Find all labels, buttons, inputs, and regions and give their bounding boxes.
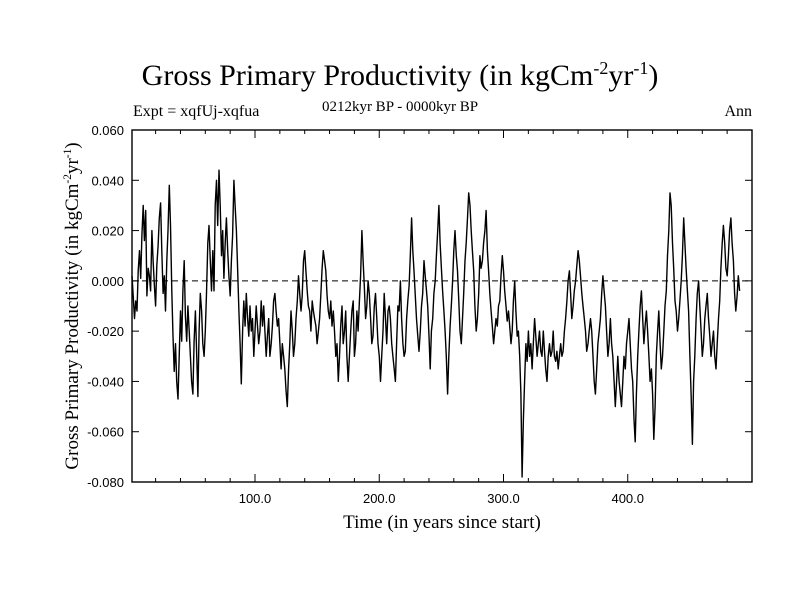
- y-tick-label: -0.080: [87, 475, 124, 490]
- x-tick-label: 200.0: [363, 491, 396, 506]
- y-tick-label: 0.040: [91, 173, 124, 188]
- x-tick-label: 400.0: [611, 491, 644, 506]
- x-axis-label: Time (in years since start): [343, 512, 541, 533]
- chart-subtitle: 0212kyr BP - 0000kyr BP: [321, 99, 479, 115]
- experiment-label: Expt = xqfUj-xqfua: [133, 103, 260, 120]
- plot-frame: [131, 129, 753, 483]
- series-layer: [131, 169, 741, 478]
- y-tick-label: -0.060: [87, 425, 124, 440]
- y-tick-label: 0.060: [91, 123, 124, 138]
- chart-title: Gross Primary Productivity (in kgCm-2yr-…: [141, 58, 659, 92]
- season-label: Ann: [724, 103, 752, 120]
- series-line: [131, 169, 741, 478]
- x-tick-label: 100.0: [239, 491, 272, 506]
- y-tick-label: -0.020: [87, 324, 124, 339]
- y-tick-label: 0.000: [91, 274, 124, 289]
- y-tick-label: 0.020: [91, 224, 124, 239]
- y-tick-label: -0.040: [87, 374, 124, 389]
- y-axis-label: Gross Primary Productivity (in kgCm-2yr-…: [61, 142, 84, 470]
- axes-layer: 0.060 0.040 0.020 0.000 -0.020 -0.040 -0.060 -0…: [87, 123, 752, 506]
- x-tick-label: 300.0: [487, 491, 520, 506]
